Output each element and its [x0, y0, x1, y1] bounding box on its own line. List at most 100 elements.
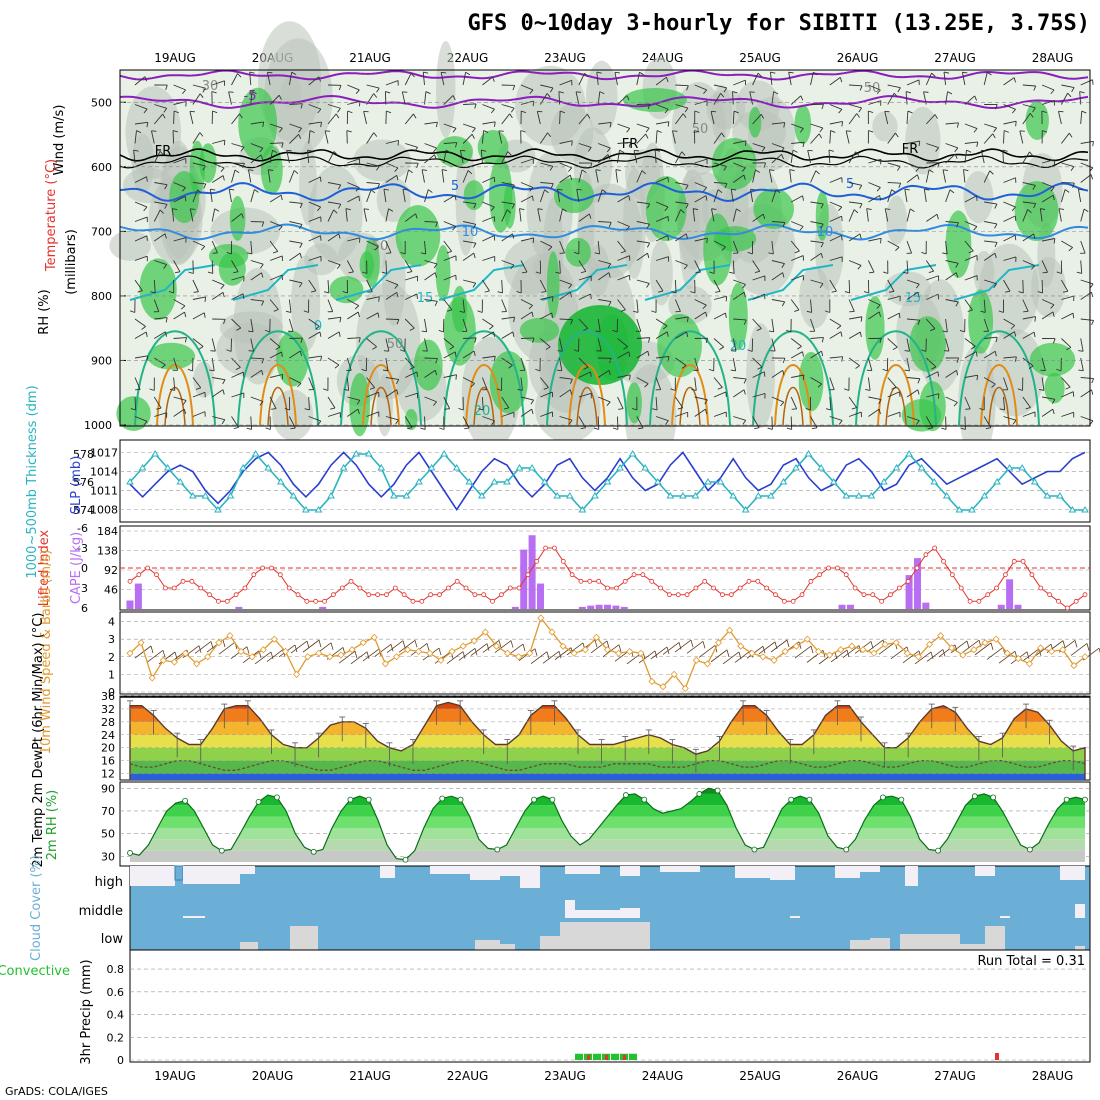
wind-barb-flag: [422, 350, 428, 352]
wind-barb: [211, 357, 215, 371]
wind-barb-flag: [672, 130, 678, 132]
wind-barb-flag: [159, 151, 164, 156]
wind-barb: [192, 132, 201, 144]
wind-barb: [424, 260, 438, 265]
wind-barb: [713, 338, 725, 348]
wind-barb: [866, 208, 869, 222]
rh-band: [130, 850, 1085, 862]
wind-barb-flag: [623, 346, 628, 350]
wind-barb: [557, 189, 561, 203]
wind-barb: [598, 299, 612, 302]
wind-speed-marker: [492, 642, 501, 650]
wind-barb: [192, 312, 205, 320]
wind-barb-flag: [535, 368, 541, 372]
wind-barb-flag: [904, 350, 910, 352]
wind-barb: [421, 169, 425, 183]
surface-wind-barb: [722, 651, 740, 665]
wind-barb: [539, 377, 549, 388]
wind-barb-flag: [973, 226, 978, 231]
wind-barb: [1003, 77, 1015, 86]
wind-barb-flag: [747, 349, 753, 352]
rh-gray-cell: [436, 40, 456, 138]
li-marker: [392, 585, 398, 591]
li-marker: [896, 585, 902, 591]
wind-barb: [443, 299, 453, 310]
surface-wind-barb-flag: [162, 650, 166, 658]
wind-barb-flag: [402, 188, 408, 191]
wind-barb-flag: [993, 283, 997, 289]
thickness-marker: [188, 492, 197, 499]
wind-barb-flag: [1053, 238, 1056, 244]
li-tick-label: 0: [81, 562, 88, 575]
wind-barb: [887, 182, 901, 184]
wind-barb-flag: [433, 263, 438, 269]
wind-barb-flag: [343, 388, 349, 391]
wind-barb-flag: [860, 316, 863, 322]
middle-cloud-bar: [575, 910, 620, 918]
wind-barb: [501, 357, 513, 366]
wind-barb-flag: [576, 188, 582, 191]
wind-barb-flag: [164, 331, 167, 337]
wind-barb: [964, 95, 975, 105]
wind-barb-flag: [386, 110, 392, 114]
wind-barb-flag: [761, 147, 766, 152]
wind-barb-flag: [441, 71, 447, 74]
wind-barb: [828, 149, 831, 164]
precip-tick-label: 0.6: [107, 986, 125, 999]
wind-barb: [771, 369, 784, 378]
wind-barb-flag: [711, 110, 717, 113]
wind-barb-flag: [786, 329, 792, 333]
wind-barb: [559, 416, 573, 421]
wind-barb-flag: [708, 368, 714, 372]
wind-barb: [559, 79, 572, 86]
wind-barb-flag: [1017, 388, 1023, 391]
wind-barb-flag: [246, 252, 253, 255]
isotherm-line: [958, 330, 1040, 426]
wind-barb-flag: [786, 427, 792, 430]
wind-barb: [308, 331, 321, 339]
wind-barb: [288, 299, 292, 313]
wind-speed-marker: [281, 647, 290, 656]
wind-barb: [405, 275, 418, 281]
wind-barb: [327, 357, 340, 366]
surface-wind-barb: [146, 649, 164, 663]
wind-speed-marker: [615, 649, 623, 657]
isotherm-line: [473, 387, 495, 426]
wind-barb-flag: [994, 242, 998, 248]
wind-barb: [848, 233, 861, 242]
isotherm-line: [980, 364, 1018, 426]
wind-barb-flag: [512, 331, 515, 337]
surface-wind-barb-flag: [810, 645, 814, 654]
wind-barb: [1061, 84, 1075, 89]
wind-barb-flag: [1032, 107, 1036, 113]
li-marker: [1056, 598, 1061, 604]
wind-barb-flag: [584, 72, 589, 78]
date-label-bottom: 20AUG: [252, 1069, 294, 1083]
wind-barb: [404, 318, 415, 329]
wind-barb-flag: [434, 370, 438, 376]
wind-barb: [964, 150, 967, 164]
wind-barb: [559, 357, 563, 371]
wind-barb: [848, 151, 857, 164]
wind-barb-flag: [473, 203, 477, 209]
li-marker: [1082, 592, 1088, 598]
wind-barb: [655, 130, 658, 144]
thickness-marker: [854, 492, 863, 499]
wind-barb: [134, 235, 148, 242]
li-marker: [481, 592, 487, 598]
rh-gray-cell: [958, 344, 996, 460]
wind-barb: [133, 150, 136, 164]
li-marker: [949, 572, 955, 578]
li-marker: [923, 552, 929, 558]
li-marker: [277, 572, 283, 578]
wind-barb-flag: [298, 127, 303, 133]
wind-barb-flag: [999, 408, 1005, 411]
thickness-marker: [729, 492, 738, 499]
li-marker: [861, 592, 867, 598]
wind-barb-flag: [444, 408, 450, 410]
wind-barb: [154, 201, 168, 205]
rh-green-cell: [435, 245, 451, 302]
precip-tick-label: 0.8: [107, 963, 125, 976]
wind-barb: [173, 299, 186, 307]
wind-barb-flag: [1067, 92, 1072, 98]
